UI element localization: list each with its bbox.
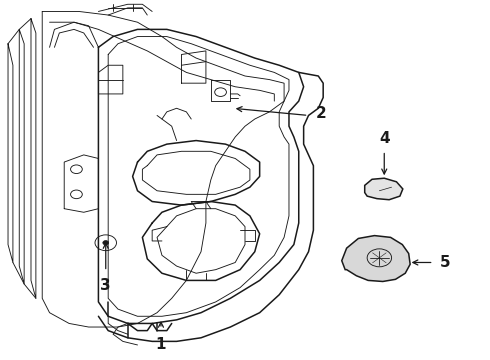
Circle shape xyxy=(103,240,109,245)
Polygon shape xyxy=(342,235,410,282)
Text: 2: 2 xyxy=(316,106,327,121)
Text: 5: 5 xyxy=(440,255,450,270)
Text: 1: 1 xyxy=(156,337,166,352)
Text: 3: 3 xyxy=(100,278,111,293)
Text: 4: 4 xyxy=(379,131,390,146)
Polygon shape xyxy=(365,178,403,200)
